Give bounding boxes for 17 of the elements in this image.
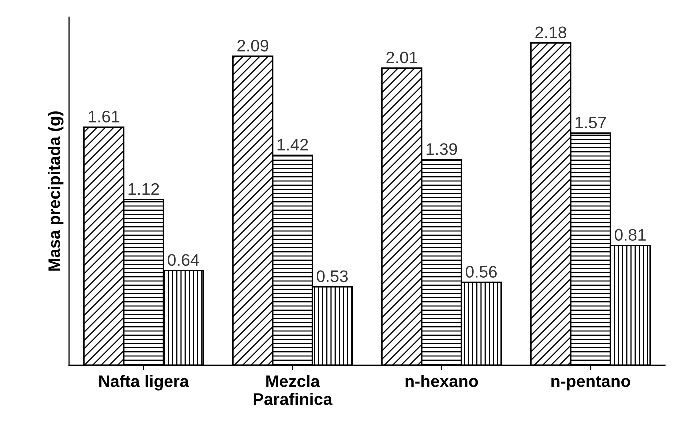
data-label: 1.42 [278,139,308,151]
x-tick-label: n-pentano [552,376,630,391]
x-tick-label: Mezcla Parafinica [254,375,333,406]
data-label: 1.57 [576,117,606,129]
data-label: 1.12 [128,183,160,196]
x-tick-label: n-hexano [406,375,478,388]
data-label: 1.61 [89,110,120,123]
data-label: 1.39 [426,143,458,156]
data-label: 0.81 [614,229,646,241]
y-axis-title: Masa precipitada (g) [48,112,64,271]
data-label: 2.01 [386,52,418,64]
data-label: 2.18 [536,26,567,38]
data-label: 0.64 [168,254,200,266]
data-label: 2.09 [238,40,268,52]
data-label: 0.56 [466,266,498,278]
data-label: 0.53 [316,270,348,282]
x-tick-label: Nafta ligera [100,375,190,391]
